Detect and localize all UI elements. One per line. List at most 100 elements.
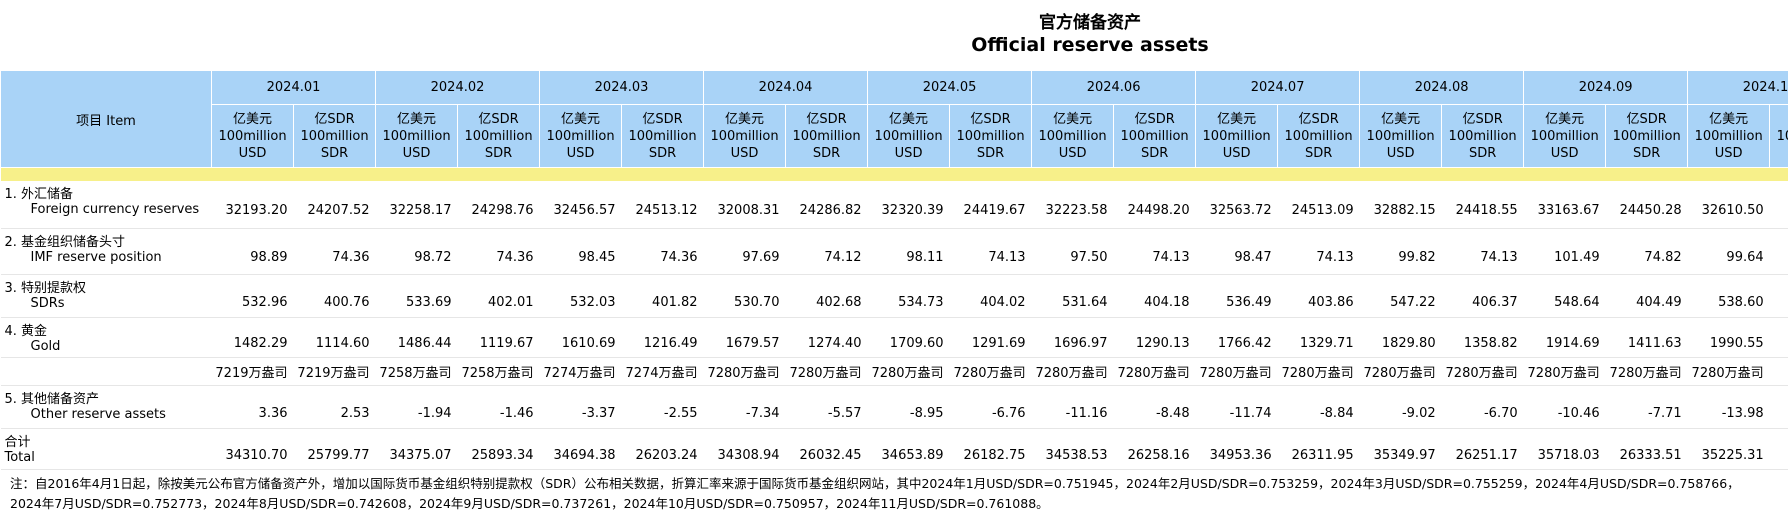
unit-line: 亿美元 [232, 111, 272, 127]
unit-line: 100million [1038, 128, 1107, 144]
value-cell: 25893.34 [457, 428, 540, 470]
value-cell: 24498.20 [1113, 180, 1196, 229]
value-cell: -2.55 [621, 385, 704, 429]
value-cell: 7280万盎司 [1605, 357, 1688, 386]
value-cell: 101.49 [1523, 228, 1606, 275]
month-header: 2024.08 [1359, 70, 1525, 105]
value-cell: 26258.16 [1113, 428, 1196, 470]
value-cell: 35718.03 [1523, 428, 1606, 470]
row-label: 4. 黄金 Gold [0, 317, 212, 358]
value-cell: 7280万盎司 [1195, 357, 1278, 386]
value-cell: 7280万盎司 [1113, 357, 1196, 386]
unit-line: 100million [546, 128, 615, 144]
reserve-table: 项目 Item 2024.01 2024.02 2024.03 2024.04 2024.… [0, 70, 1788, 470]
value-cell: 7280万盎司 [867, 357, 950, 386]
value-cell: 74.13 [1113, 228, 1196, 275]
unit-line: SDR [484, 145, 513, 161]
value-cell: 32193.20 [211, 180, 294, 229]
value-cell: 7258万盎司 [375, 357, 458, 386]
value-cell: -13.98 [1687, 385, 1770, 429]
value-cell: 7280万盎司 [785, 357, 868, 386]
value-cell: 32258.17 [375, 180, 458, 229]
value-cell: 1329.71 [1277, 317, 1360, 358]
value-cell: 7280万盎司 [1687, 357, 1770, 386]
value-cell: 74.36 [621, 228, 704, 275]
value-cell: 1709.60 [867, 317, 950, 358]
unit-line: 100million [1694, 128, 1763, 144]
label-en: SDRs [30, 296, 65, 311]
unit-line: 100million [628, 128, 697, 144]
unit-header: 亿美元 100million USD [1031, 104, 1115, 168]
value-cell: -8.95 [867, 385, 950, 429]
value-cell: 24418.55 [1441, 180, 1524, 229]
unit-line: 亿SDR [642, 111, 683, 127]
row-label: 3. 特别提款权 SDRs [0, 274, 212, 318]
month-header: 2024.10 [1687, 70, 1788, 105]
unit-header: 亿美元 100million USD [1523, 104, 1607, 168]
label-cn: 合计 [4, 435, 31, 450]
value-cell: 402.01 [457, 274, 540, 318]
data-row: 3. 特别提款权 SDRs 532.96 400.76 533.69 402.01 532.… [0, 274, 1788, 318]
value-cell: -7.71 [1605, 385, 1688, 429]
unit-line: 亿SDR [1626, 111, 1667, 127]
row-label [0, 357, 212, 386]
value-cell: 7280万盎司 [1441, 357, 1524, 386]
value-cell: 1290.13 [1113, 317, 1196, 358]
value-cell: -1.94 [375, 385, 458, 429]
unit-line: 亿美元 [889, 111, 929, 127]
title-en: Official reserve assets [971, 34, 1209, 56]
value-cell: -11.74 [1195, 385, 1278, 429]
empty-cell [1769, 385, 1788, 429]
value-cell: 404.18 [1113, 274, 1196, 318]
unit-header: 亿美元 100million USD [703, 104, 787, 168]
value-cell: 1696.97 [1031, 317, 1114, 358]
row-label: 2. 基金组织储备头寸 IMF reserve position [0, 228, 212, 275]
empty-cell [1769, 180, 1788, 229]
value-cell: 7280万盎司 [703, 357, 786, 386]
value-cell: 1119.67 [457, 317, 540, 358]
unit-line: USD [238, 145, 267, 161]
unit-line: SDR [1140, 145, 1169, 161]
value-cell: 7258万盎司 [457, 357, 540, 386]
value-cell: 532.03 [539, 274, 622, 318]
label-en: Other reserve assets [30, 407, 166, 422]
value-cell: 534.73 [867, 274, 950, 318]
value-cell: 1114.60 [293, 317, 376, 358]
data-row: 合计 Total 34310.70 25799.77 34375.07 25893.34 3… [0, 428, 1788, 470]
value-cell: 1291.69 [949, 317, 1032, 358]
value-cell: 74.36 [293, 228, 376, 275]
value-cell: 33163.67 [1523, 180, 1606, 229]
value-cell: 24207.52 [293, 180, 376, 229]
data-row: 4. 黄金 Gold 1482.29 1114.60 1486.44 1119.67 161… [0, 317, 1788, 358]
label-en: Gold [30, 339, 61, 354]
data-row: 2. 基金组织储备头寸 IMF reserve position 98.89 74.3… [0, 228, 1788, 275]
data-row: 5. 其他储备资产 Other reserve assets 3.36 2.53 -1.… [0, 385, 1788, 429]
value-cell: 25799.77 [293, 428, 376, 470]
header-row: 项目 Item 2024.01 2024.02 2024.03 2024.04 2024.… [0, 70, 1788, 168]
value-cell: 1482.29 [211, 317, 294, 358]
unit-header: 亿美元 100million USD [1687, 104, 1771, 168]
value-cell: 74.13 [1277, 228, 1360, 275]
spacer-row [0, 167, 1788, 181]
value-cell: 74.12 [785, 228, 868, 275]
value-cell: -8.84 [1277, 385, 1360, 429]
value-cell: 531.64 [1031, 274, 1114, 318]
value-cell: -6.76 [949, 385, 1032, 429]
spacer [1, 168, 1788, 181]
unit-line: 亿SDR [1462, 111, 1503, 127]
unit-row: 亿美元 100million USD 亿SDR 100million SDR 亿美元 100m… [1, 104, 1788, 168]
unit-line: USD [730, 145, 759, 161]
unit-line: USD [402, 145, 431, 161]
unit-header: 亿美元 100million USD [1195, 104, 1279, 168]
empty-cell [1769, 428, 1788, 470]
unit-line: USD [566, 145, 595, 161]
value-cell: 1829.80 [1359, 317, 1442, 358]
unit-line: 100million [1366, 128, 1435, 144]
title-cn: 官方储备资产 [1039, 13, 1141, 33]
value-cell: 1216.49 [621, 317, 704, 358]
value-cell: 7274万盎司 [621, 357, 704, 386]
value-cell: 7274万盎司 [539, 357, 622, 386]
